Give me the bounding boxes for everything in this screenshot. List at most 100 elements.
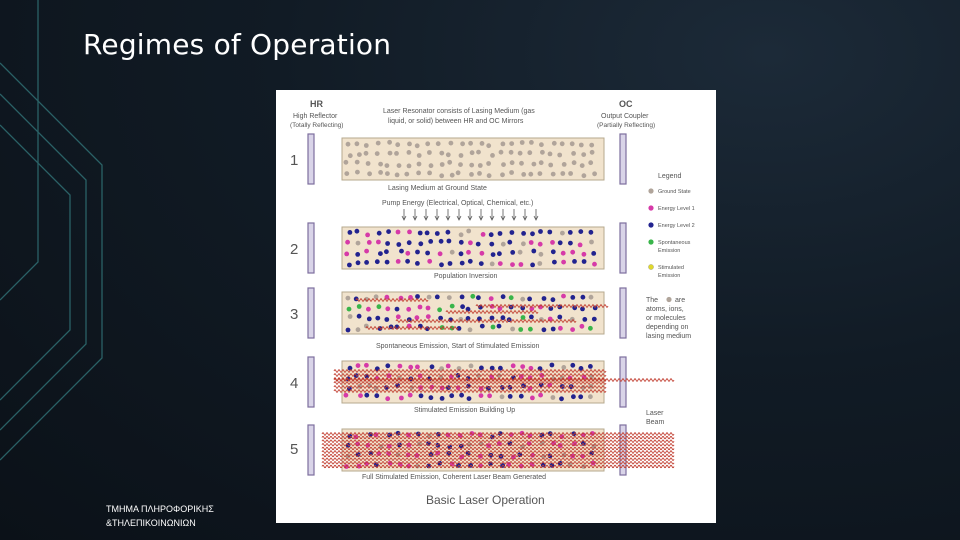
particle [500, 141, 506, 147]
legend-energy-level-1-dot [648, 205, 654, 211]
pump-arrow-head [401, 215, 407, 221]
particle [578, 366, 584, 371]
particle [557, 240, 563, 246]
particle [568, 171, 573, 176]
particle [364, 260, 369, 265]
photon-beam [321, 464, 675, 469]
particle [434, 231, 440, 236]
particle [439, 150, 445, 156]
particle [530, 262, 535, 268]
particle [580, 294, 586, 300]
particle [426, 294, 432, 300]
pump-arrow-head [445, 215, 451, 221]
particle [475, 241, 481, 247]
particle [417, 304, 423, 310]
legend-note-3: or molecules [646, 315, 686, 322]
particle [387, 150, 393, 156]
particle [558, 325, 563, 331]
particle [541, 296, 547, 301]
particle [344, 171, 350, 176]
particle [415, 261, 420, 266]
particle [541, 327, 547, 333]
photon-beam [365, 326, 459, 330]
particle [395, 142, 401, 148]
particle [538, 392, 543, 398]
particle [365, 232, 370, 238]
particle [552, 259, 557, 265]
photon-beam [445, 310, 539, 314]
particle [478, 261, 484, 266]
particle [449, 393, 455, 399]
particle [366, 306, 371, 312]
pump-arrow-head [423, 215, 429, 221]
oc-mirror-1 [619, 133, 627, 185]
pump-arrow-head [434, 215, 440, 221]
particle [561, 293, 566, 299]
legend-ground-state-label: Ground State [658, 189, 691, 195]
particle [550, 297, 556, 303]
particle [446, 238, 452, 244]
legend-note-the: The [646, 297, 658, 304]
pump-energy-label: Pump Energy (Electrical, Optical, Chemic… [382, 200, 533, 207]
legend-note-4: depending on [646, 324, 689, 331]
legend-spontaneous-label: Spontaneous [658, 240, 691, 246]
particle [458, 162, 463, 167]
particle [557, 152, 563, 158]
particle [425, 305, 431, 311]
particle [448, 140, 454, 146]
particle [509, 230, 515, 235]
pump-arrow-head [456, 215, 462, 221]
particle [579, 323, 585, 329]
legend-stimulated-label: Stimulated [658, 265, 684, 271]
particle [427, 150, 432, 155]
particle [404, 171, 410, 177]
particle [345, 327, 351, 333]
particle [375, 140, 381, 146]
particle [425, 250, 430, 256]
particle [364, 362, 369, 368]
oc-title: OC [619, 99, 633, 109]
particle [438, 238, 444, 244]
particle [407, 392, 413, 398]
particle [500, 172, 505, 178]
particle [407, 141, 412, 147]
particle [467, 327, 473, 333]
photon-beam [333, 385, 607, 389]
legend-energy-level-2-label: Energy Level 2 [658, 223, 695, 229]
particle [588, 394, 593, 400]
particle [550, 240, 555, 245]
particle [366, 316, 372, 322]
particle [480, 232, 486, 237]
particle [548, 306, 554, 311]
particle [510, 363, 516, 369]
particle [376, 230, 382, 236]
particle [355, 240, 361, 246]
particle [347, 314, 353, 319]
particle [581, 259, 587, 264]
particle [396, 163, 402, 168]
particle [346, 306, 352, 312]
photon-beam [355, 298, 429, 302]
photon-beam [321, 435, 675, 440]
particle [384, 294, 390, 300]
particle [479, 365, 484, 371]
oc-mirror-3 [619, 287, 627, 339]
particle [521, 241, 526, 247]
particle [517, 249, 523, 255]
particle [428, 163, 434, 169]
particle [488, 232, 494, 238]
particle [588, 364, 593, 369]
particle [385, 241, 390, 246]
particle [591, 251, 597, 256]
particle [406, 163, 412, 169]
particle [376, 304, 382, 310]
particle [437, 251, 443, 257]
particle [385, 306, 391, 312]
particle [458, 239, 464, 245]
particle [528, 171, 534, 177]
particle [445, 363, 451, 369]
particle [510, 262, 515, 267]
stage-number-2: 2 [290, 241, 298, 258]
particle [501, 162, 506, 167]
photon-beam [333, 381, 607, 385]
